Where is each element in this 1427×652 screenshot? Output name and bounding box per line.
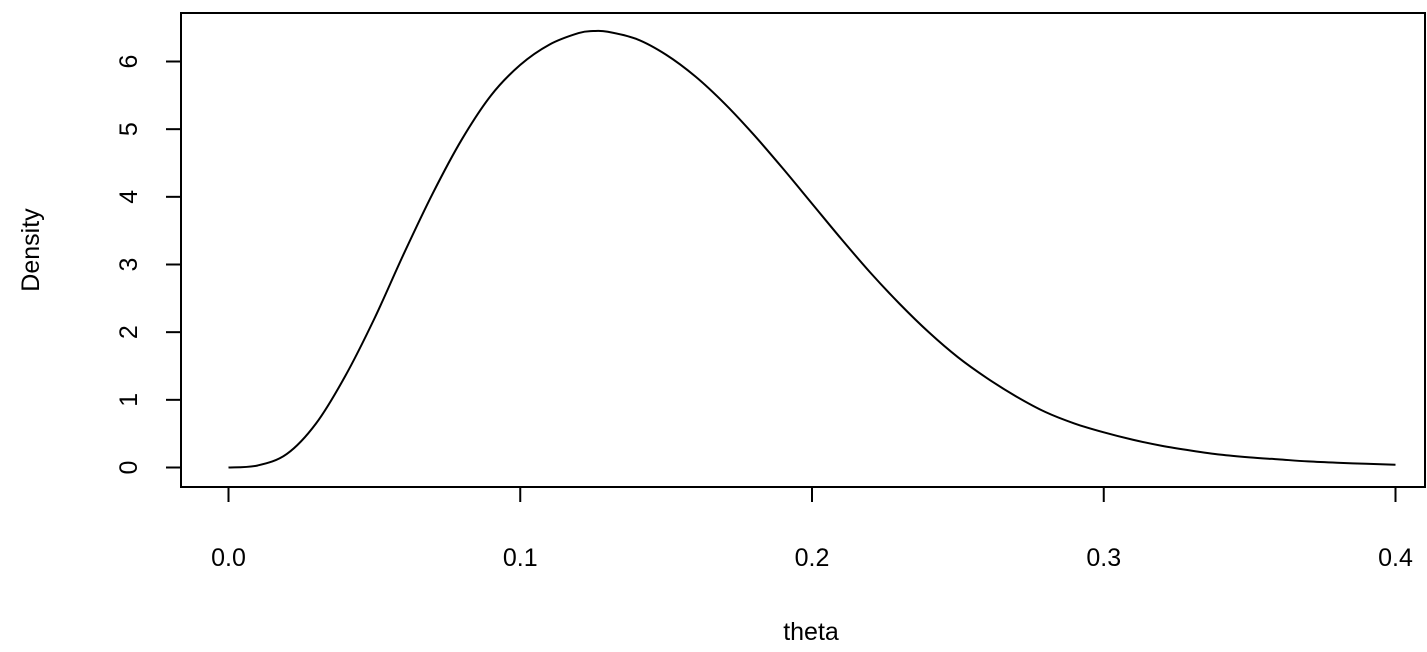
- plot-frame: [180, 12, 1426, 488]
- y-axis: 0 1 2 3 4 5 6: [115, 55, 181, 475]
- y-tick-label: 1: [115, 393, 143, 407]
- y-tick-label: 4: [115, 190, 143, 204]
- y-tick-label: 6: [115, 55, 143, 69]
- y-tick-label: 2: [115, 325, 143, 339]
- y-tick-label: 3: [115, 258, 143, 272]
- density-curve: [228, 29, 1396, 469]
- x-tick-label: 0.0: [211, 544, 246, 572]
- x-tick-label: 0.4: [1378, 544, 1413, 572]
- y-axis-title: Density: [17, 208, 45, 292]
- x-axis: 0.0 0.1 0.2 0.3 0.4: [211, 487, 1413, 572]
- y-tick-label: 0: [115, 461, 143, 475]
- x-axis-title: theta: [783, 618, 839, 646]
- x-tick-label: 0.3: [1086, 544, 1121, 572]
- x-tick-label: 0.2: [795, 544, 830, 572]
- x-tick-label: 0.1: [503, 544, 538, 572]
- y-tick-label: 5: [115, 122, 143, 136]
